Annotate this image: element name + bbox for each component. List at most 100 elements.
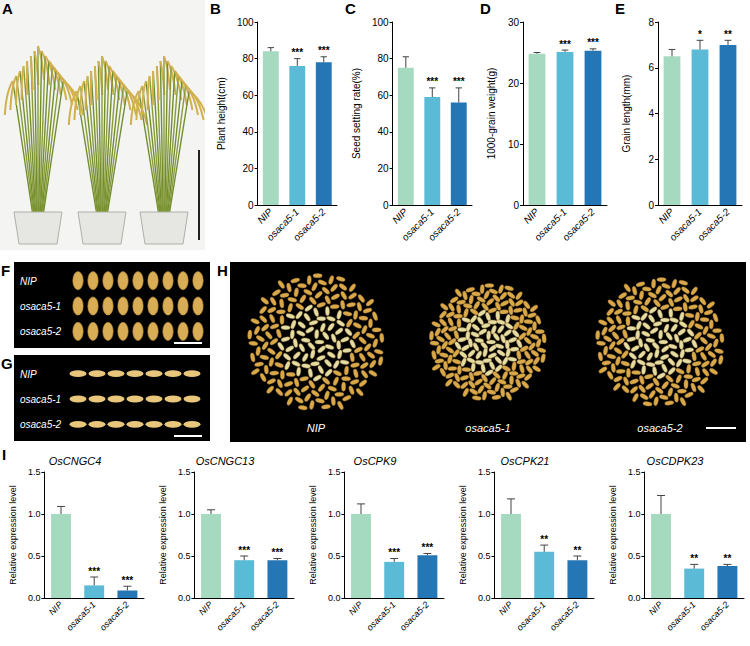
svg-text:Relative expression level: Relative expression level <box>608 485 618 585</box>
svg-text:2: 2 <box>648 154 654 165</box>
svg-text:osaca5-2: osaca5-2 <box>248 599 281 632</box>
svg-text:***: *** <box>88 566 100 577</box>
svg-text:osaca5-2: osaca5-2 <box>548 599 581 632</box>
svg-text:osaca5-2: osaca5-2 <box>20 326 62 337</box>
svg-text:0.0: 0.0 <box>478 593 491 603</box>
svg-text:osaca5-1: osaca5-1 <box>215 599 248 632</box>
svg-text:60: 60 <box>242 90 254 101</box>
svg-text:80: 80 <box>242 53 254 64</box>
svg-text:0.5: 0.5 <box>28 551 41 561</box>
svg-text:1.0: 1.0 <box>178 509 191 519</box>
svg-text:osaca5-2: osaca5-2 <box>560 206 597 243</box>
svg-text:osaca5-2: osaca5-2 <box>291 206 328 243</box>
svg-text:**: ** <box>724 29 732 40</box>
svg-text:0.0: 0.0 <box>628 593 641 603</box>
svg-text:8: 8 <box>648 17 654 28</box>
svg-text:OsCPK21: OsCPK21 <box>501 455 550 467</box>
svg-text:osaca5-1: osaca5-1 <box>365 599 398 632</box>
svg-text:1.5: 1.5 <box>628 467 641 477</box>
svg-text:***: *** <box>388 547 400 558</box>
svg-text:Relative expression level: Relative expression level <box>458 485 468 585</box>
svg-text:***: *** <box>559 39 571 50</box>
svg-text:NIP: NIP <box>20 369 37 380</box>
svg-text:0.5: 0.5 <box>478 551 491 561</box>
svg-text:Relative expression level: Relative expression level <box>8 485 18 585</box>
svg-text:1.5: 1.5 <box>328 467 341 477</box>
svg-text:20: 20 <box>508 78 520 89</box>
svg-text:Grain length(mm): Grain length(mm) <box>621 75 632 153</box>
svg-text:***: *** <box>238 545 250 556</box>
svg-text:osaca5-1: osaca5-1 <box>65 599 98 632</box>
svg-text:NIP: NIP <box>347 599 365 617</box>
svg-text:OsCNGC4: OsCNGC4 <box>49 455 102 467</box>
svg-text:OsCPK9: OsCPK9 <box>354 455 397 467</box>
svg-text:NIP: NIP <box>47 599 65 617</box>
svg-text:NIP: NIP <box>497 599 515 617</box>
svg-text:0.0: 0.0 <box>28 593 41 603</box>
svg-text:osaca5-2: osaca5-2 <box>20 419 62 430</box>
svg-text:NIP: NIP <box>656 206 676 226</box>
svg-text:NIP: NIP <box>647 599 665 617</box>
svg-text:20: 20 <box>377 163 389 174</box>
svg-text:**: ** <box>690 553 698 564</box>
svg-text:4: 4 <box>648 108 654 119</box>
svg-text:1.0: 1.0 <box>328 509 341 519</box>
svg-text:1.0: 1.0 <box>628 509 641 519</box>
svg-text:NIP: NIP <box>20 276 37 287</box>
svg-text:***: *** <box>422 542 434 553</box>
svg-text:OsCNGC13: OsCNGC13 <box>196 455 256 467</box>
svg-text:osaca5-1: osaca5-1 <box>465 422 510 434</box>
svg-text:**: ** <box>724 553 732 564</box>
svg-text:osaca5-1: osaca5-1 <box>20 301 61 312</box>
svg-text:0: 0 <box>648 200 654 211</box>
svg-text:osaca5-2: osaca5-2 <box>637 422 682 434</box>
svg-text:NIP: NIP <box>390 206 410 226</box>
svg-text:80: 80 <box>377 53 389 64</box>
svg-text:0.0: 0.0 <box>328 593 341 603</box>
svg-text:Relative expression level: Relative expression level <box>158 485 168 585</box>
svg-text:1.5: 1.5 <box>478 467 491 477</box>
svg-text:0: 0 <box>513 200 519 211</box>
svg-text:osaca5-1: osaca5-1 <box>515 599 548 632</box>
svg-text:6: 6 <box>648 62 654 73</box>
svg-text:0: 0 <box>248 200 254 211</box>
svg-text:osaca5-1: osaca5-1 <box>20 394 61 405</box>
svg-text:1000-grain weight(g): 1000-grain weight(g) <box>486 68 497 160</box>
svg-text:0.5: 0.5 <box>178 551 191 561</box>
svg-text:***: *** <box>272 547 284 558</box>
svg-text:100: 100 <box>372 17 389 28</box>
svg-text:60: 60 <box>377 90 389 101</box>
svg-text:***: *** <box>587 37 599 48</box>
svg-text:**: ** <box>540 534 548 545</box>
svg-text:10: 10 <box>508 139 520 150</box>
svg-text:NIP: NIP <box>197 599 215 617</box>
svg-text:1.5: 1.5 <box>178 467 191 477</box>
svg-text:20: 20 <box>242 163 254 174</box>
svg-text:osaca5-2: osaca5-2 <box>426 206 463 243</box>
svg-text:osaca5-2: osaca5-2 <box>98 599 131 632</box>
svg-text:0: 0 <box>383 200 389 211</box>
svg-text:osaca5-1: osaca5-1 <box>665 599 698 632</box>
svg-text:***: *** <box>291 47 303 58</box>
svg-text:Seed setting rate(%): Seed setting rate(%) <box>351 68 362 159</box>
svg-text:*: * <box>698 29 702 40</box>
svg-text:1.0: 1.0 <box>28 509 41 519</box>
svg-text:osaca5-2: osaca5-2 <box>695 206 732 243</box>
svg-text:osaca5-2: osaca5-2 <box>398 599 431 632</box>
svg-text:1.0: 1.0 <box>478 509 491 519</box>
svg-text:Relative expression level: Relative expression level <box>308 485 318 585</box>
svg-text:NIP: NIP <box>255 206 275 226</box>
svg-text:Plant height(cm): Plant height(cm) <box>216 77 227 150</box>
svg-text:**: ** <box>574 545 582 556</box>
svg-text:30: 30 <box>508 17 520 28</box>
svg-text:100: 100 <box>237 17 254 28</box>
svg-text:40: 40 <box>377 126 389 137</box>
svg-text:***: *** <box>318 45 330 56</box>
svg-text:***: *** <box>426 76 438 87</box>
svg-text:0.0: 0.0 <box>178 593 191 603</box>
svg-text:0.5: 0.5 <box>628 551 641 561</box>
svg-text:NIP: NIP <box>307 422 326 434</box>
svg-text:***: *** <box>453 76 465 87</box>
svg-text:osaca5-2: osaca5-2 <box>698 599 731 632</box>
svg-text:40: 40 <box>242 126 254 137</box>
